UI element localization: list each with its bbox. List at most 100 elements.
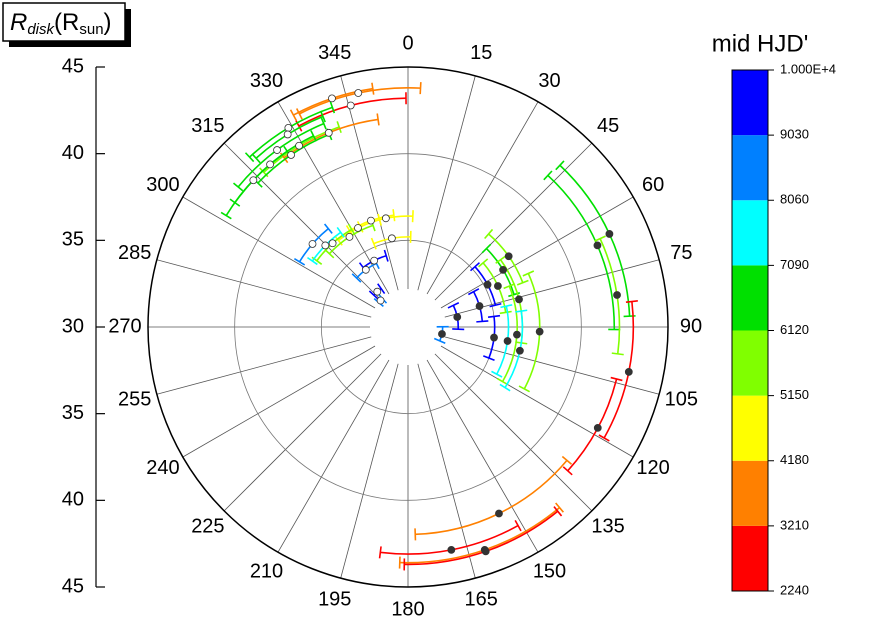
error-arc-cap	[320, 117, 327, 130]
angle-grid-line	[340, 75, 399, 291]
error-arc-cap	[514, 519, 522, 532]
data-point	[504, 252, 513, 261]
colorbar-tick-label: 3210	[780, 517, 809, 532]
data-point	[453, 313, 462, 321]
angle-grid-line	[426, 101, 539, 295]
angle-tick-label: 345	[318, 42, 351, 64]
colorbar-tick-label: 2240	[780, 582, 809, 597]
angle-grid-line	[434, 353, 593, 512]
angle-grid-line	[277, 359, 390, 553]
error-arc-cap	[598, 434, 610, 442]
axis-title-main: R	[10, 9, 27, 36]
angle-tick-label: 195	[318, 589, 351, 611]
error-arc-cap	[483, 355, 495, 361]
error-arc-cap	[411, 210, 414, 223]
error-arc-line	[399, 506, 561, 564]
angle-tick-label: 45	[597, 115, 619, 137]
error-arc-cap	[499, 383, 511, 392]
angle-tick-label: 315	[191, 115, 224, 137]
error-arc-cap	[481, 243, 492, 254]
colorbar-band	[732, 460, 768, 526]
data-point	[284, 124, 293, 132]
angle-grid-line	[417, 363, 476, 579]
angle-grid-line	[426, 359, 539, 553]
angle-tick-label: 240	[146, 457, 179, 479]
angle-tick-label: 30	[538, 70, 560, 92]
error-arc-cap	[293, 258, 306, 266]
axis-title: Rdisk(Rsun)	[10, 9, 112, 38]
radial-axis-tick-label: 35	[62, 402, 84, 424]
angle-grid-line	[156, 259, 372, 318]
data-point	[593, 424, 602, 432]
data-point	[535, 327, 544, 336]
error-arc-cap	[329, 101, 336, 114]
data-point	[481, 547, 490, 556]
radial-axis-tick-label: 40	[62, 142, 84, 164]
data-point	[328, 94, 336, 103]
angle-tick-label: 105	[665, 389, 698, 411]
error-arc-cap	[310, 130, 317, 142]
data-point	[483, 280, 492, 289]
angle-tick-label: 90	[680, 315, 702, 337]
error-arc-cap	[378, 546, 382, 559]
colorbar-band	[732, 525, 768, 591]
colorbar-tick-label: 1.000E+4	[780, 61, 836, 76]
error-arc-cap	[516, 279, 529, 286]
error-arc-cap	[469, 262, 480, 272]
error-arc-cap	[553, 506, 563, 517]
data-point	[361, 265, 370, 274]
error-arc-cap	[500, 304, 513, 309]
data-point	[273, 146, 281, 154]
angle-tick-label: 60	[642, 174, 664, 196]
error-arc-cap	[496, 377, 509, 386]
angle-grid-line	[444, 336, 660, 395]
data-point	[266, 160, 275, 169]
error-arc-cap	[419, 82, 422, 95]
data-point	[499, 265, 507, 274]
angle-tick-label: 225	[191, 515, 224, 537]
colorbar-band	[732, 70, 768, 136]
data-point	[381, 214, 390, 223]
angle-tick-label: 120	[636, 457, 669, 479]
data-point	[447, 545, 456, 554]
data-point	[354, 89, 363, 97]
error-arc-cap	[489, 302, 502, 308]
radial-axis-tick-label: 35	[62, 229, 84, 251]
angle-grid-line	[440, 196, 634, 309]
angle-tick-label: 330	[250, 70, 283, 92]
error-arc-cap	[376, 113, 380, 126]
error-arc-cap	[220, 211, 232, 220]
data-point	[593, 241, 602, 250]
error-arc-cap	[324, 249, 335, 259]
error-arc-line	[547, 174, 616, 330]
data-point	[624, 368, 633, 376]
angle-tick-label: 150	[533, 560, 566, 582]
data-point	[367, 216, 375, 225]
data-point	[387, 234, 396, 243]
angle-tick-label: 180	[391, 598, 424, 620]
radius-grid-circle	[147, 66, 669, 588]
angle-grid-line	[340, 363, 399, 579]
error-arc-cap	[499, 310, 512, 315]
error-arc-cap	[543, 170, 553, 181]
data-point	[495, 509, 503, 518]
error-arc-cap	[467, 288, 480, 296]
data-point	[328, 239, 337, 248]
radius-grid-circle	[234, 153, 582, 501]
angle-tick-label: 285	[118, 242, 151, 264]
colorbar-tick-label: 5150	[780, 387, 809, 402]
colorbar-tick-label: 4180	[780, 452, 809, 467]
error-arc-cap	[377, 213, 382, 226]
radial-axis-tick-label: 30	[62, 315, 84, 337]
data-point	[249, 176, 258, 185]
angle-grid-line	[440, 345, 634, 458]
error-arc-cap	[447, 302, 460, 309]
angle-grid-line	[223, 353, 382, 512]
colorbar-tick-label: 8060	[780, 192, 809, 207]
radial-axis-tick-label: 40	[62, 489, 84, 511]
data-point	[283, 130, 292, 139]
data-point	[494, 282, 502, 290]
error-arc-cap	[336, 121, 342, 133]
axis-title-close: )	[104, 9, 112, 36]
axis-title-unit-sub: sun	[79, 21, 103, 38]
